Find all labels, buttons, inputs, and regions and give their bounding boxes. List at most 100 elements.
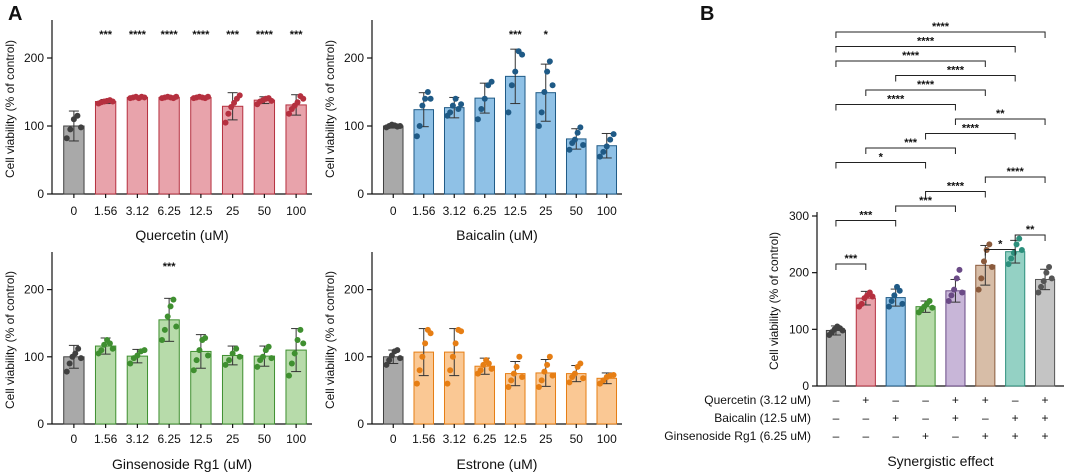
x-tick-label: 25 bbox=[226, 432, 240, 446]
treatment-mark: + bbox=[982, 393, 989, 407]
bar bbox=[1005, 251, 1026, 387]
data-point bbox=[488, 78, 495, 85]
y-tick-label: 300 bbox=[789, 209, 809, 223]
x-tick-label: 12.5 bbox=[504, 432, 528, 446]
data-point bbox=[164, 313, 171, 320]
x-tick-label: 6.25 bbox=[473, 204, 497, 218]
significance-label: *** bbox=[509, 29, 523, 41]
data-point bbox=[899, 300, 906, 307]
significance-label: *** bbox=[99, 29, 113, 41]
data-point bbox=[549, 372, 556, 379]
treatment-mark: – bbox=[952, 429, 959, 443]
treatment-mark: – bbox=[892, 393, 899, 407]
y-tick-label: 100 bbox=[24, 119, 44, 133]
data-point bbox=[975, 286, 982, 293]
x-tick-label: 25 bbox=[539, 432, 553, 446]
data-point bbox=[67, 126, 74, 133]
data-point bbox=[541, 89, 548, 95]
bar bbox=[190, 96, 212, 195]
data-point bbox=[98, 347, 105, 354]
significance-bracket bbox=[835, 46, 1016, 53]
synergistic-effect-chart: 0 100 200 300 Cell viability (% of control) Q… bbox=[664, 21, 1064, 469]
data-point bbox=[888, 298, 895, 304]
data-point bbox=[510, 370, 517, 377]
data-point bbox=[452, 95, 459, 102]
treatment-row-label: Ginsenoside Rg1 (6.25 uM) bbox=[664, 429, 811, 443]
x-tick-label: 25 bbox=[539, 204, 553, 218]
data-point bbox=[236, 92, 243, 99]
data-point bbox=[610, 371, 617, 378]
y-tick-label: 100 bbox=[789, 322, 809, 336]
data-point bbox=[480, 361, 487, 368]
data-point bbox=[386, 357, 393, 364]
data-point bbox=[236, 353, 243, 360]
data-point bbox=[959, 289, 966, 296]
data-point bbox=[948, 292, 955, 299]
x-axis-title: Quercetin (uM) bbox=[135, 227, 228, 243]
treatment-row-label: Baicalin (12.5 uM) bbox=[714, 411, 811, 425]
x-tick-label: 12.5 bbox=[189, 432, 213, 446]
data-point bbox=[571, 370, 578, 377]
data-point bbox=[1010, 249, 1017, 256]
data-point bbox=[535, 384, 542, 391]
x-axis-title: Baicalin (uM) bbox=[456, 227, 538, 243]
data-point bbox=[397, 355, 404, 362]
treatment-mark: + bbox=[892, 411, 899, 425]
data-point bbox=[268, 355, 275, 362]
significance-bracket bbox=[865, 147, 956, 154]
data-point bbox=[474, 116, 481, 123]
significance-label: **** bbox=[161, 29, 179, 41]
x-tick-label: 100 bbox=[597, 204, 617, 218]
data-point bbox=[1008, 255, 1015, 262]
data-point bbox=[571, 136, 578, 143]
data-point bbox=[516, 353, 523, 360]
treatment-mark: + bbox=[1042, 393, 1049, 407]
data-point bbox=[455, 106, 462, 112]
bar bbox=[285, 104, 307, 195]
treatment-mark: + bbox=[1012, 411, 1019, 425]
data-point bbox=[926, 298, 933, 304]
data-point bbox=[449, 102, 456, 109]
data-point bbox=[535, 123, 542, 129]
data-point bbox=[444, 380, 451, 387]
significance-label: * bbox=[544, 29, 549, 41]
data-point bbox=[839, 327, 846, 334]
data-point bbox=[891, 292, 898, 299]
data-point bbox=[989, 264, 996, 270]
data-point bbox=[109, 98, 116, 105]
data-point bbox=[508, 377, 515, 384]
data-point bbox=[508, 82, 515, 89]
panel-label-a: A bbox=[8, 3, 22, 25]
data-point bbox=[519, 373, 526, 380]
data-point bbox=[419, 102, 426, 109]
bar bbox=[855, 297, 876, 387]
data-point bbox=[896, 287, 903, 294]
data-point bbox=[286, 110, 293, 117]
data-point bbox=[413, 380, 420, 387]
data-point bbox=[610, 131, 617, 138]
y-tick-label: 0 bbox=[357, 417, 364, 431]
x-tick-label: 12.5 bbox=[189, 204, 213, 218]
data-point bbox=[297, 326, 304, 333]
bar bbox=[94, 101, 117, 195]
data-point bbox=[485, 360, 492, 367]
data-point bbox=[134, 352, 141, 359]
significance-label: **** bbox=[129, 29, 147, 41]
x-axis-title: Ginsenoside Rg1 (uM) bbox=[112, 456, 252, 472]
significance-bracket bbox=[835, 60, 986, 67]
data-point bbox=[74, 112, 81, 119]
x-tick-label: 0 bbox=[71, 432, 78, 446]
data-point bbox=[422, 95, 429, 102]
treatment-mark: – bbox=[862, 411, 869, 425]
x-tick-label: 100 bbox=[286, 432, 306, 446]
significance-bracket bbox=[835, 162, 927, 169]
ginsenoside-rg1-chart: 0 100 200 Cell viability (% of control) 0 1.5… bbox=[3, 252, 312, 472]
data-point bbox=[505, 109, 512, 116]
y-axis-title: Cell viability (% of control) bbox=[3, 40, 17, 178]
significance-label: *** bbox=[919, 195, 933, 207]
data-point bbox=[422, 340, 429, 347]
data-point bbox=[286, 372, 293, 379]
x-tick-label: 3.12 bbox=[443, 204, 467, 218]
data-point bbox=[159, 337, 166, 343]
